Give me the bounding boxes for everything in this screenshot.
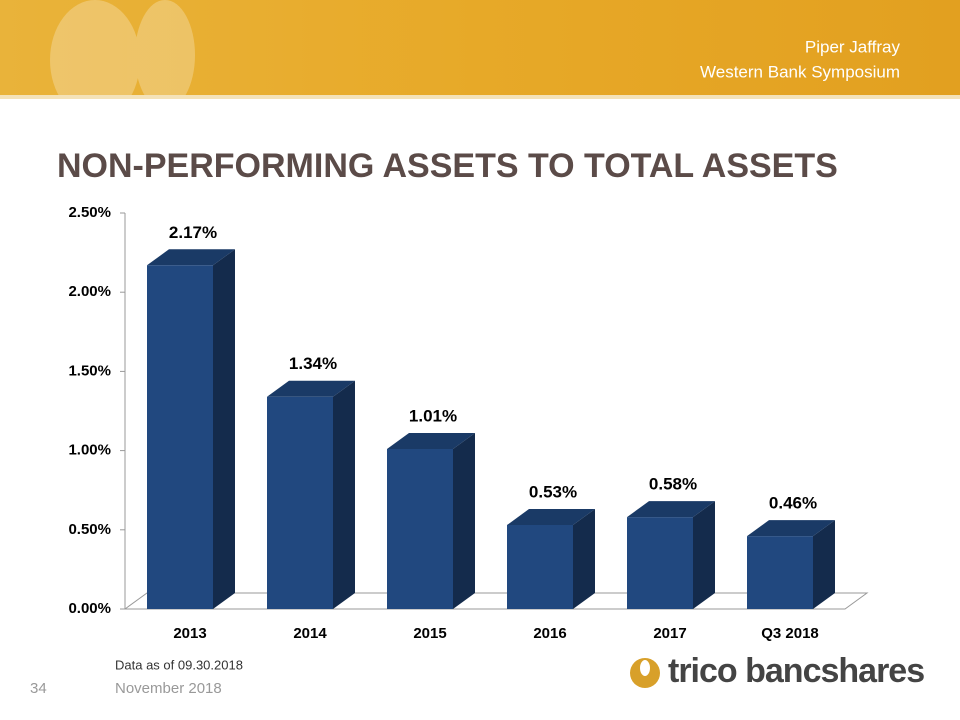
header-line: Piper Jaffray	[805, 37, 901, 56]
x-tick-label: 2013	[173, 625, 206, 642]
bar-side	[453, 433, 475, 609]
header-rule	[0, 95, 960, 99]
y-tick-label: 0.50%	[68, 521, 111, 538]
y-tick-label: 2.50%	[68, 204, 111, 221]
bar-top	[507, 509, 595, 526]
bar-top	[267, 380, 355, 397]
x-tick-label: 2014	[293, 625, 327, 642]
bar-front	[747, 536, 813, 609]
bar-side	[213, 249, 235, 609]
bar-top	[387, 433, 475, 450]
chart-title: NON-PERFORMING ASSETS TO TOTAL ASSETS	[57, 147, 838, 185]
value-label: 0.53%	[529, 483, 577, 502]
y-tick-label: 0.00%	[68, 600, 111, 617]
y-tick-label: 2.00%	[68, 283, 111, 300]
logo: trico bancshares	[630, 652, 925, 690]
logo-text: trico bancshares	[668, 652, 924, 690]
bar	[267, 380, 355, 609]
bar	[507, 509, 595, 609]
bar-front	[627, 517, 693, 609]
value-label: 0.58%	[649, 475, 697, 494]
bar	[147, 249, 235, 609]
y-tick-label: 1.00%	[68, 442, 111, 459]
bar-side	[333, 380, 355, 609]
logo-icon-detail	[640, 660, 650, 676]
date: November 2018	[115, 680, 222, 697]
x-tick-label: 2017	[653, 625, 686, 642]
page-number: 34	[30, 680, 47, 697]
bar-side	[693, 501, 715, 609]
x-tick-label: 2016	[533, 625, 566, 642]
bar	[627, 501, 715, 609]
x-tick-label: Q3 2018	[761, 625, 819, 642]
header-band	[0, 0, 960, 95]
bar-top	[627, 501, 715, 518]
bar	[747, 520, 835, 609]
header-ornament	[50, 0, 195, 120]
value-label: 0.46%	[769, 494, 817, 513]
x-tick-label: 2015	[413, 625, 446, 642]
bar-front	[147, 265, 213, 609]
bar-front	[507, 525, 573, 609]
bar	[387, 433, 475, 609]
bar-top	[147, 249, 235, 266]
header-line: Western Bank Symposium	[700, 62, 900, 81]
y-tick-label: 1.50%	[68, 362, 111, 379]
bar-front	[267, 396, 333, 609]
bar-top	[747, 520, 835, 537]
bar-side	[573, 509, 595, 609]
bar-front	[387, 449, 453, 609]
bar-side	[813, 520, 835, 609]
value-label: 1.01%	[409, 407, 457, 426]
value-label: 1.34%	[289, 354, 337, 373]
plot: 0.00% 0.50% 1.00% 1.50% 2.00% 2.50% 2013 2.17% 2…	[68, 204, 869, 642]
value-label: 2.17%	[169, 223, 217, 242]
note: Data as of 09.30.2018	[115, 657, 243, 672]
